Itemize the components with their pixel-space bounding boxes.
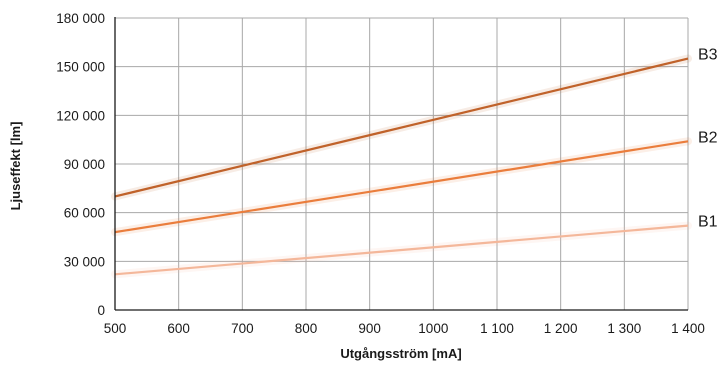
y-tick-label-4: 120 000 [56,108,105,123]
axes [114,17,688,311]
x-tick-label-2: 700 [231,321,254,336]
y-tick-label-3: 90 000 [64,157,105,172]
series-lines [111,54,692,279]
x-tick-labels: 500 600 700 800 900 1000 1 100 1 200 1 300 1 400 [104,321,705,336]
x-tick-label-5: 1000 [418,321,448,336]
series-label-b1: B1 [698,214,718,231]
y-tick-label-1: 30 000 [64,254,105,269]
x-tick-label-8: 1 300 [607,321,641,336]
y-tick-label-6: 180 000 [56,11,105,26]
series-line-b3 [114,57,689,198]
y-tick-label-0: 0 [97,303,105,318]
x-tick-label-7: 1 200 [544,321,578,336]
x-tick-label-9: 1 400 [671,321,705,336]
x-tick-label-4: 900 [358,321,381,336]
y-axis-title: Ljuseffekt [lm] [8,122,23,211]
series-line-b2 [114,140,689,234]
x-tick-label-0: 500 [104,321,127,336]
x-tick-label-3: 800 [295,321,318,336]
x-axis-title: Utgångsström [mA] [340,346,461,361]
series-label-b2: B2 [698,129,718,146]
x-tick-label-1: 600 [167,321,190,336]
series-labels: B3 B2 B1 [698,47,718,231]
y-tick-labels: 0 30 000 60 000 90 000 120 000 150 000 180 000 [56,11,105,318]
y-tick-label-2: 60 000 [64,206,105,221]
x-tick-label-6: 1 100 [480,321,514,336]
series-line-b1 [114,224,689,276]
series-label-b3: B3 [698,47,718,64]
y-tick-label-5: 150 000 [56,60,105,75]
